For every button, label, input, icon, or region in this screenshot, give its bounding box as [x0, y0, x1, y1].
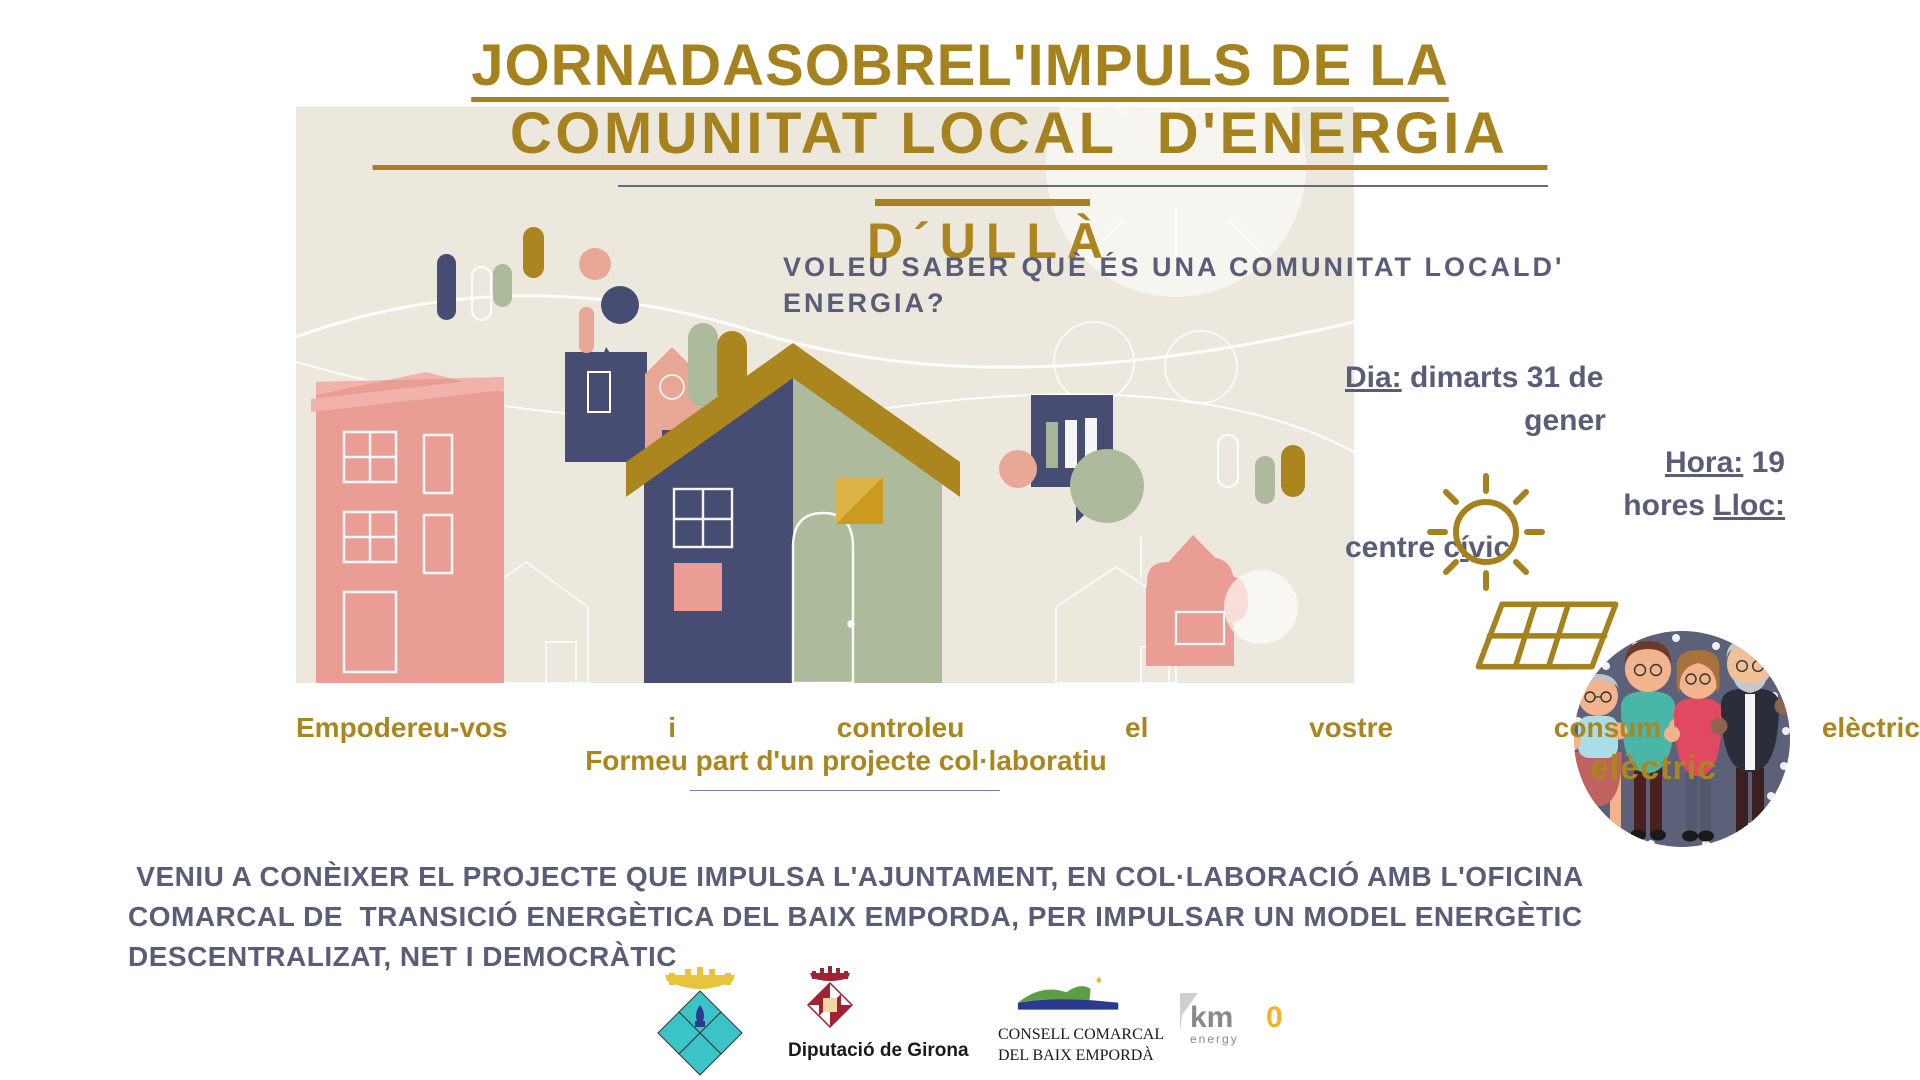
svg-text:0: 0: [1266, 1001, 1283, 1034]
svg-text:km: km: [1190, 1001, 1233, 1034]
svg-text:elèctric: elèctric: [1590, 749, 1717, 787]
svg-text:energy: energy: [1190, 1032, 1239, 1046]
